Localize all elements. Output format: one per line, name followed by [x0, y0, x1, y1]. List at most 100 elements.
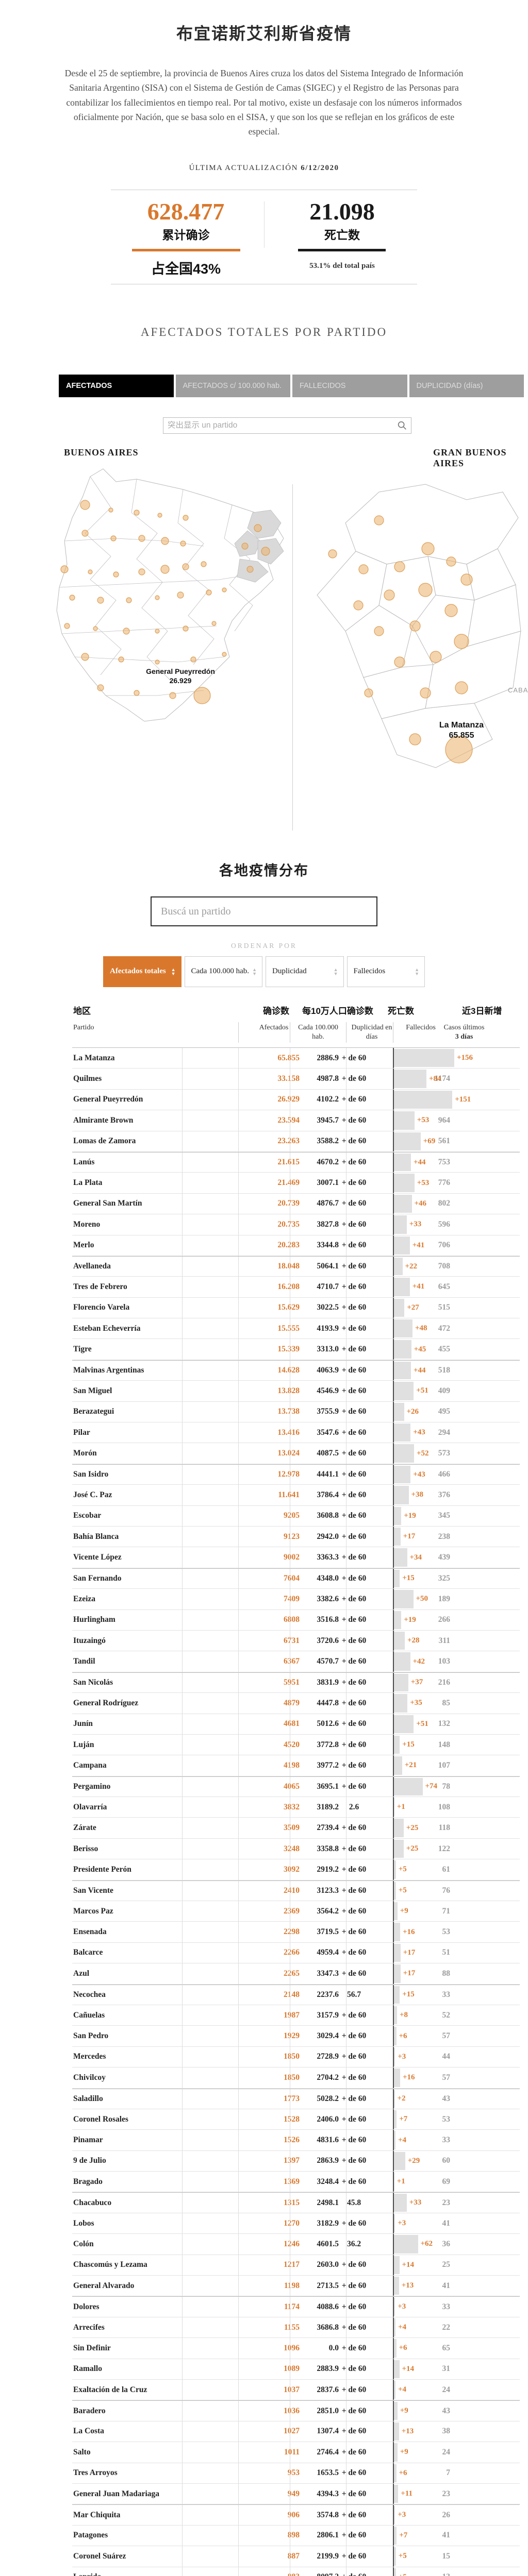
table-row-la-costa[interactable]: La Costa 1027 1307.4 + de 60 38 +13 — [72, 2421, 520, 2443]
table-row-marcos-paz[interactable]: Marcos Paz 2369 3564.2 + de 60 71 +9 — [72, 1901, 520, 1922]
table-row-mor-n[interactable]: Morón 13.024 4087.5 + de 60 573 +52 — [72, 1443, 520, 1464]
sort-arrows-icon[interactable]: ▲ ▼ — [252, 967, 257, 976]
table-row-almirante-brown[interactable]: Almirante Brown 23.594 3945.7 + de 60 964 +53 — [72, 1110, 520, 1131]
case-bubble[interactable] — [353, 600, 364, 611]
table-row-berisso[interactable]: Berisso 3248 3358.8 + de 60 122 +25 — [72, 1838, 520, 1860]
table-row-la-plata[interactable]: La Plata 21.469 3007.1 + de 60 776 +53 — [72, 1173, 520, 1194]
table-row-azul[interactable]: Azul 2265 3347.3 + de 60 88 +17 — [72, 1963, 520, 1985]
table-row-coronel-rosales[interactable]: Coronel Rosales 1528 2406.0 + de 60 53 +7 — [72, 2109, 520, 2130]
table-row-presidente-per-n[interactable]: Presidente Perón 3092 2919.2 + de 60 61 +5 — [72, 1859, 520, 1880]
case-bubble[interactable] — [155, 629, 160, 634]
table-row-patagones[interactable]: Patagones 898 2806.1 + de 60 41 +7 — [72, 2525, 520, 2547]
table-row-9-de-julio[interactable]: 9 de Julio 1397 2863.9 + de 60 60 +29 — [72, 2150, 520, 2172]
case-bubble[interactable] — [169, 692, 176, 699]
table-row-berazategui[interactable]: Berazategui 13.738 3755.9 + de 60 495 +26 — [72, 1401, 520, 1423]
table-row-bah-a-blanca[interactable]: Bahía Blanca 9123 2942.0 + de 60 238 +17 — [72, 1526, 520, 1548]
case-bubble[interactable] — [211, 621, 217, 626]
table-row-general-juan-madariaga[interactable]: General Juan Madariaga 949 4394.3 + de 60 23… — [72, 2483, 520, 2505]
case-bubble[interactable] — [201, 561, 207, 567]
table-row-bragado[interactable]: Bragado 1369 3248.4 + de 60 69 +1 — [72, 2172, 520, 2193]
case-bubble[interactable] — [445, 736, 473, 764]
table-row-exaltaci-n-de-la-cruz[interactable]: Exaltación de la Cruz 1037 2837.6 + de 60 24… — [72, 2380, 520, 2401]
table-row-mercedes[interactable]: Mercedes 1850 2728.9 + de 60 44 +3 — [72, 2046, 520, 2068]
table-row-ezeiza[interactable]: Ezeiza 7409 3382.6 + de 60 189 +50 — [72, 1589, 520, 1610]
case-bubble[interactable] — [394, 561, 405, 572]
table-row-ramallo[interactable]: Ramallo 1089 2883.9 + de 60 31 +14 — [72, 2359, 520, 2380]
table-row-arrecifes[interactable]: Arrecifes 1155 3686.8 + de 60 22 +4 — [72, 2317, 520, 2338]
case-bubble[interactable] — [123, 628, 130, 635]
map-tab-1[interactable]: AFECTADOS c/ 100.000 hab. — [175, 375, 290, 397]
case-bubble[interactable] — [177, 591, 184, 599]
table-row-campana[interactable]: Campana 4198 3977.2 + de 60 107 +21 — [72, 1755, 520, 1776]
table-row-general-san-mart-n[interactable]: General San Martín 20.739 4876.7 + de 60 802… — [72, 1193, 520, 1215]
map-tab-0[interactable]: AFECTADOS — [59, 375, 174, 397]
table-row-tandil[interactable]: Tandil 6367 4570.7 + de 60 103 +42 — [72, 1651, 520, 1672]
case-bubble[interactable] — [113, 571, 119, 578]
sort-arrows-icon[interactable]: ▲ ▼ — [333, 967, 338, 976]
table-search-box[interactable] — [151, 896, 377, 926]
case-bubble[interactable] — [110, 535, 117, 541]
case-bubble[interactable] — [409, 733, 421, 745]
case-bubble[interactable] — [364, 688, 373, 698]
table-row-tres-de-febrero[interactable]: Tres de Febrero 16.208 4710.7 + de 60 645 +41 — [72, 1277, 520, 1298]
case-bubble[interactable] — [134, 510, 140, 516]
case-bubble[interactable] — [69, 595, 75, 601]
table-row-florencio-varela[interactable]: Florencio Varela 15.629 3022.5 + de 60 515 +2… — [72, 1297, 520, 1319]
case-bubble[interactable] — [93, 626, 98, 631]
table-row-san-fernando[interactable]: San Fernando 7604 4348.0 + de 60 325 +15 — [72, 1568, 520, 1589]
table-row-general-rodr-guez[interactable]: General Rodríguez 4879 4447.8 + de 60 85 +35 — [72, 1693, 520, 1714]
sort-arrows-icon[interactable]: ▲ ▼ — [171, 967, 176, 976]
case-bubble[interactable] — [455, 681, 468, 694]
case-bubble[interactable] — [161, 537, 169, 545]
table-row-lan-s[interactable]: Lanús 21.615 4670.2 + de 60 753 +44 — [72, 1151, 520, 1173]
table-row-general-alvarado[interactable]: General Alvarado 1198 2713.5 + de 60 41 +13 — [72, 2276, 520, 2297]
table-row-vicente-l-pez[interactable]: Vicente López 9002 3363.3 + de 60 439 +34 — [72, 1547, 520, 1568]
table-row-san-miguel[interactable]: San Miguel 13.828 4546.9 + de 60 409 +51 — [72, 1381, 520, 1402]
case-bubble[interactable] — [182, 563, 189, 570]
table-row-pergamino[interactable]: Pergamino 4065 3695.1 + de 60 78 +74 — [72, 1776, 520, 1798]
case-bubble[interactable] — [384, 589, 395, 601]
case-bubble[interactable] — [246, 566, 254, 573]
case-bubble[interactable] — [421, 542, 435, 555]
case-bubble[interactable] — [358, 564, 369, 574]
table-row-avellaneda[interactable]: Avellaneda 18.048 5064.1 + de 60 708 +22 — [72, 1256, 520, 1277]
table-row-salto[interactable]: Salto 1011 2746.4 + de 60 24 +9 — [72, 2442, 520, 2463]
case-bubble[interactable] — [80, 500, 90, 510]
case-bubble[interactable] — [118, 656, 124, 663]
case-bubble[interactable] — [374, 515, 384, 526]
search-icon[interactable] — [397, 420, 408, 431]
table-row-san-isidro[interactable]: San Isidro 12.978 4441.1 + de 60 466 +43 — [72, 1464, 520, 1485]
table-row-balcarce[interactable]: Balcarce 2266 4959.4 + de 60 51 +17 — [72, 1942, 520, 1964]
case-bubble[interactable] — [138, 535, 145, 542]
table-row-z-rate[interactable]: Zárate 3509 2739.4 + de 60 118 +25 — [72, 1818, 520, 1839]
table-row-moreno[interactable]: Moreno 20.735 3827.8 + de 60 596 +33 — [72, 1214, 520, 1235]
case-bubble[interactable] — [160, 565, 170, 574]
map-search-input[interactable] — [163, 421, 397, 430]
case-bubble[interactable] — [157, 513, 162, 518]
table-row-jos-c-paz[interactable]: José C. Paz 11.641 3786.4 + de 60 376 +38 — [72, 1485, 520, 1506]
case-bubble[interactable] — [88, 569, 93, 574]
case-bubble[interactable] — [64, 623, 70, 629]
table-row-chivilcoy[interactable]: Chivilcoy 1850 2704.2 + de 60 57 +16 — [72, 2067, 520, 2089]
case-bubble[interactable] — [190, 656, 196, 663]
case-bubble[interactable] — [81, 653, 89, 661]
table-row-ca-uelas[interactable]: Cañuelas 1987 3157.9 + de 60 52 +8 — [72, 2005, 520, 2026]
table-row-san-pedro[interactable]: San Pedro 1929 3029.4 + de 60 57 +6 — [72, 2026, 520, 2047]
map-tab-3[interactable]: DUPLICIDAD (días) — [409, 375, 524, 397]
table-row-pinamar[interactable]: Pinamar 1526 4831.6 + de 60 33 +4 — [72, 2130, 520, 2151]
map-tab-2[interactable]: FALLECIDOS — [292, 375, 407, 397]
case-bubble[interactable] — [454, 634, 469, 649]
sort-arrows-icon[interactable]: ▲ ▼ — [415, 967, 419, 976]
sort-button-1[interactable]: Cada 100.000 hab. ▲ ▼ — [184, 956, 262, 987]
case-bubble[interactable] — [446, 556, 456, 567]
sort-button-2[interactable]: Duplicidad ▲ ▼ — [266, 956, 344, 987]
table-row-lobos[interactable]: Lobos 1270 3182.9 + de 60 41 +3 — [72, 2213, 520, 2234]
case-bubble[interactable] — [460, 573, 473, 586]
case-bubble[interactable] — [183, 515, 189, 521]
sort-button-0[interactable]: Afectados totales ▲ ▼ — [103, 956, 182, 987]
table-row-luj-n[interactable]: Luján 4520 3772.8 + de 60 148 +15 — [72, 1734, 520, 1756]
case-bubble[interactable] — [155, 595, 160, 600]
table-row-necochea[interactable]: Necochea 2148 2237.6 56.7 33 +15 — [72, 1984, 520, 2005]
case-bubble[interactable] — [222, 652, 227, 657]
